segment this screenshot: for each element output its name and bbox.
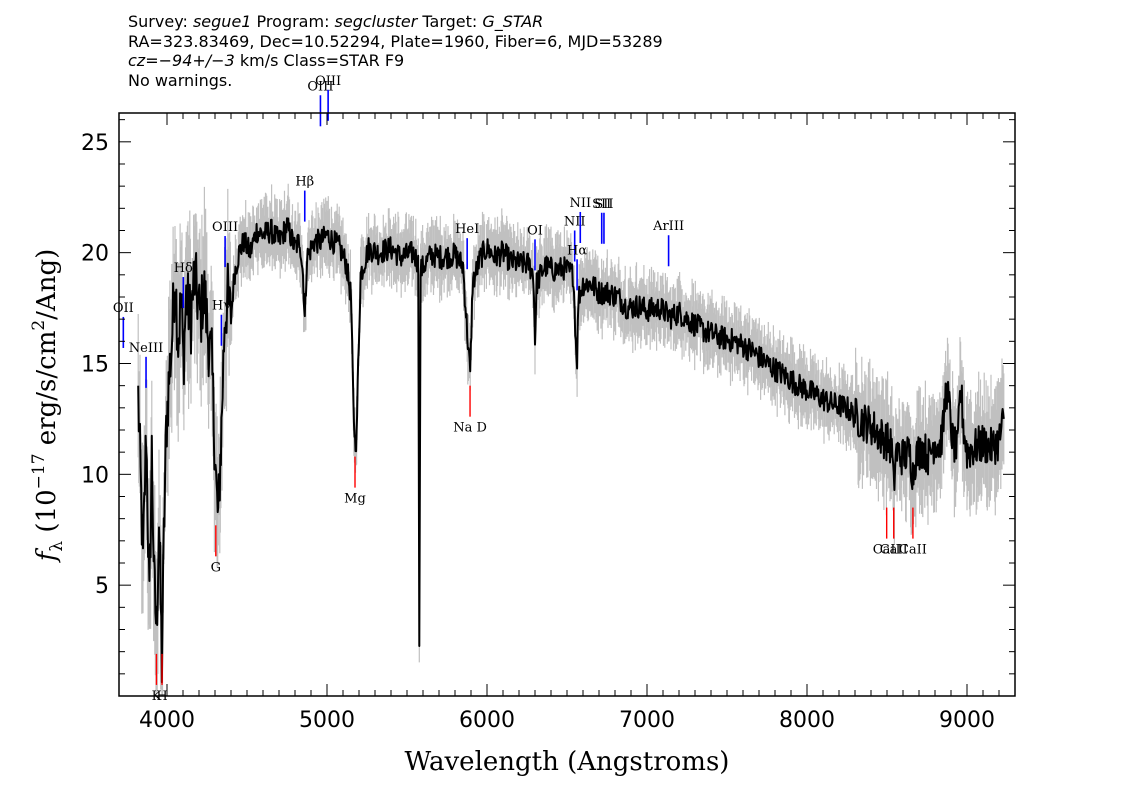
class-value: km/s Class=STAR F9 [234, 51, 405, 70]
emission-line-label: OIII [315, 74, 341, 89]
header-line-redshift: cz=−94+/−3 km/s Class=STAR F9 [128, 51, 663, 71]
absorption-line-label: Mg [344, 492, 366, 507]
emission-line-label: HeI [455, 222, 479, 237]
emission-line-label: Hα [567, 243, 587, 258]
emission-line-label: SII [594, 197, 613, 212]
target-value: G_STAR [482, 12, 544, 31]
axis-ticks: 4000 5000 6000 7000 8000 9000 5 10 15 20 25 [81, 113, 1015, 733]
absorption-line-label: Na D [453, 421, 487, 436]
x-tick-label: 9000 [939, 708, 995, 733]
ylabel-close: /Ang) [32, 249, 62, 320]
emission-line-label: Hβ [295, 175, 314, 190]
ylabel-exponent: −17 [29, 453, 49, 489]
y-tick-label: 20 [81, 242, 109, 267]
emission-line-label: OIII [307, 79, 333, 94]
spectrum-header: Survey: segue1 Program: segcluster Targe… [128, 12, 663, 90]
absorption-line-label: CaII [880, 543, 908, 558]
header-line-warnings: No warnings. [128, 70, 233, 90]
emission-line-label: ArIII [652, 219, 684, 234]
emission-line-label: SII [592, 197, 611, 212]
emission-line-label: Hγ [212, 299, 231, 314]
flux-line-layer [137, 217, 1005, 684]
ylabel-exponent-2: 2 [29, 320, 49, 331]
x-tick-label: 7000 [619, 708, 675, 733]
y-tick-label: 5 [95, 574, 109, 599]
emission-line-label: OII [113, 301, 134, 316]
ylabel-lambda: λ [47, 541, 67, 552]
emission-line-label: Hδ [174, 261, 193, 276]
header-line-survey: Survey: segue1 Program: segcluster Targe… [128, 12, 663, 32]
x-tick-label: 4000 [139, 708, 195, 733]
emission-line-label: NII [569, 196, 591, 211]
target-label: Target: [417, 12, 483, 31]
y-tick-label: 15 [81, 352, 109, 377]
header-line-coordinates: RA=323.83469, Dec=10.52294, Plate=1960, … [128, 31, 663, 51]
absorption-line-label: CaII [899, 543, 927, 558]
ylabel-units: erg/s/cm [32, 331, 62, 454]
svg-text:fλ (10−17 erg/s/cm2/Ang): fλ (10−17 erg/s/cm2/Ang) [29, 249, 67, 564]
x-axis-title: Wavelength (Angstroms) [405, 747, 730, 777]
absorption-line-label: CaII [873, 543, 901, 558]
program-value: segcluster [334, 12, 418, 31]
y-tick-label: 10 [81, 463, 109, 488]
emission-line-label: NII [564, 214, 586, 229]
emission-line-label: OIII [212, 220, 238, 235]
redshift-value: cz=−94+/−3 [128, 51, 235, 70]
x-tick-label: 5000 [299, 708, 355, 733]
program-label: Program: [251, 12, 335, 31]
x-tick-label: 6000 [459, 708, 515, 733]
flux-line [137, 217, 1005, 684]
y-tick-label: 25 [81, 131, 109, 156]
absorption-line-label: G [211, 560, 221, 575]
x-tick-label: 8000 [779, 708, 835, 733]
emission-line-label: OI [527, 223, 543, 238]
survey-label: Survey: [128, 12, 193, 31]
ylabel-open: (10 [32, 489, 62, 541]
survey-value: segue1 [192, 12, 252, 31]
y-axis-title: fλ (10−17 erg/s/cm2/Ang) [29, 249, 67, 564]
emission-line-label: NeIII [129, 341, 163, 356]
